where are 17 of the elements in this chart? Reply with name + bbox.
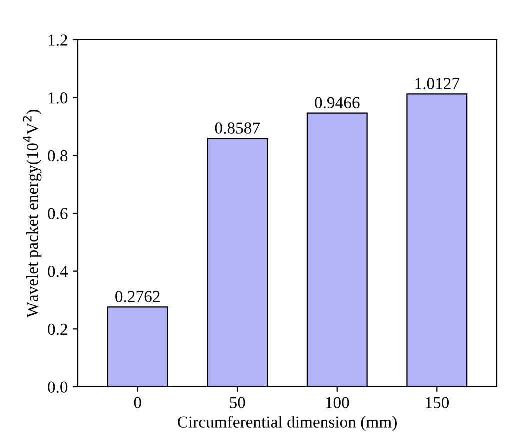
y-tick-label: 0.4 — [48, 266, 68, 278]
x-tick-label: 100 — [326, 397, 350, 408]
y-tick-label: 1.2 — [48, 34, 68, 46]
y-tick-label: 0.6 — [48, 208, 68, 220]
y-tick-label: 1.0 — [48, 92, 68, 104]
y-tick-label: 0.0 — [48, 382, 68, 394]
x-tick-label: 50 — [230, 397, 246, 408]
x-tick-label: 0 — [134, 397, 142, 408]
data-label: 0.2762 — [116, 291, 160, 302]
y-tick-label: 0.2 — [48, 324, 68, 336]
x-axis-title: Circumferential dimension (mm) — [178, 416, 397, 432]
y-tick-label: 0.8 — [48, 150, 68, 162]
data-label: 1.0127 — [416, 78, 460, 90]
x-tick-label: 150 — [426, 397, 450, 408]
y-axis-title: Wavelet packet energy(10$^{4}$V$^{2}$) — [23, 110, 42, 318]
data-label: 0.9466 — [315, 97, 360, 109]
data-label: 0.8587 — [215, 122, 260, 134]
